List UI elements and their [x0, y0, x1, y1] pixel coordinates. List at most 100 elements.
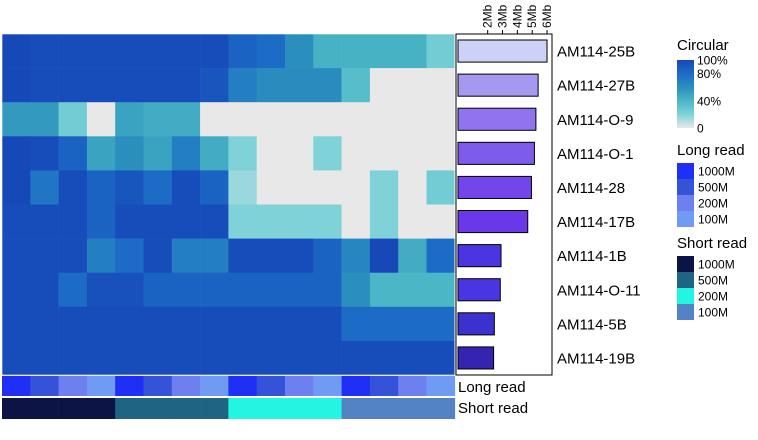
heatmap-cell: [171, 340, 201, 376]
heatmap-cell: [30, 340, 59, 376]
heatmap-cell: [200, 136, 229, 171]
heatmap-cell: [2, 204, 31, 239]
annotation-labels: Long read Short read: [458, 379, 528, 417]
heatmap-cell: [86, 136, 116, 171]
heatmap-cell: [369, 272, 399, 308]
heatmap-cell: [2, 34, 31, 69]
heatmap-cell: [2, 136, 31, 171]
long-read-cell: [426, 376, 456, 396]
heatmap-cell: [313, 170, 342, 205]
heatmap-cell: [115, 306, 144, 342]
genome-size-bar: [457, 73, 539, 97]
short-read-cell: [171, 398, 201, 419]
heatmap-cell: [200, 238, 229, 273]
long-read-cell: [86, 376, 116, 396]
heatmap-cell: [256, 68, 286, 103]
heatmap-cell: [2, 272, 31, 308]
heatmap-cell: [285, 136, 314, 171]
heatmap-cell: [58, 102, 88, 137]
heatmap-cell: [86, 272, 116, 308]
heatmap-cell: [228, 136, 257, 171]
legend-short-read: Short read 1000M 500M 200M 100M: [677, 235, 747, 320]
heatmap-cell: [143, 306, 173, 342]
row-label: AM114-28: [557, 180, 625, 197]
short-read-cell: [115, 398, 144, 419]
row-label: AM114-5B: [557, 316, 627, 333]
heatmap-cell: [398, 238, 427, 273]
row-label: AM114-17B: [557, 214, 635, 231]
long-read-cell: [228, 376, 257, 396]
heatmap-cell: [143, 238, 173, 273]
heatmap-cell: [115, 136, 144, 171]
heatmap-cell: [86, 170, 116, 205]
heatmap-cell: [341, 340, 371, 376]
short-read-cell: [228, 398, 257, 419]
heatmap-cell: [341, 68, 371, 103]
row-label: AM114-O-11: [557, 282, 641, 299]
genome-size-bar: [457, 39, 548, 63]
heatmap-cell: [115, 34, 144, 69]
heatmap-cell: [313, 34, 342, 69]
genome-size-bar: [457, 175, 532, 199]
long-read-cell: [143, 376, 173, 396]
heatmap-cell: [256, 34, 286, 69]
long-read-cell: [171, 376, 201, 396]
heatmap-cell: [115, 272, 144, 308]
heatmap-cell: [398, 136, 427, 171]
legend-long-read: Long read 1000M 500M 200M 100M: [677, 142, 745, 227]
heatmap-cell: [398, 68, 427, 103]
legend-short-read-swatch: [677, 272, 694, 288]
genome-size-bar: [457, 210, 529, 234]
heatmap-cell: [369, 204, 399, 239]
short-read-cell: [86, 398, 116, 419]
heatmap-cell: [2, 102, 31, 137]
heatmap-cell: [30, 170, 59, 205]
long-read-cell: [341, 376, 371, 396]
heatmap-cell: [398, 272, 427, 308]
heatmap-cell: [285, 170, 314, 205]
legend-circular-title: Circular: [677, 37, 729, 54]
legend-long-read-swatch: [677, 195, 694, 211]
heatmap-cell: [2, 170, 31, 205]
heatmap-cell: [369, 306, 399, 342]
heatmap-cell: [200, 272, 229, 308]
heatmap-cell: [115, 340, 144, 376]
heatmap-cell: [228, 102, 257, 137]
heatmap-cell: [285, 238, 314, 273]
long-read-cell: [58, 376, 88, 396]
legend-circular-tick-label: 100%: [697, 54, 728, 68]
heatmap-cell: [313, 306, 342, 342]
heatmap-cell: [341, 136, 371, 171]
legend-circular-ticks: 100%80% 40% 0: [694, 54, 728, 136]
heatmap-cell: [86, 102, 116, 137]
genome-size-bar-panel: 2Mb 3Mb 4Mb 5Mb 6Mb: [455, 4, 554, 376]
heatmap-cell: [256, 272, 286, 308]
heatmap-cell: [398, 34, 427, 69]
heatmap-frame: [1, 33, 456, 376]
heatmap-cell: [171, 170, 201, 205]
heatmap-cell: [30, 306, 59, 342]
long-read-cell: [256, 376, 286, 396]
heatmap-cell: [398, 170, 427, 205]
genome-size-bar: [457, 244, 502, 268]
heatmap-cell: [115, 204, 144, 239]
genome-size-bar: [457, 312, 495, 336]
heatmap-cell: [228, 34, 257, 69]
short-read-cell: [341, 398, 371, 419]
heatmap-cell: [426, 136, 456, 171]
legend-short-read-label: 100M: [698, 306, 728, 320]
bar-axis-tick-label: 2Mb: [481, 4, 495, 28]
heatmap-cell: [200, 34, 229, 69]
heatmap-cell: [426, 340, 456, 376]
legend-short-read-swatch: [677, 288, 694, 304]
legend-short-read-label: 1000M: [698, 258, 735, 272]
heatmap-cell: [58, 238, 88, 273]
legend-long-read-swatch: [677, 163, 694, 179]
heatmap-cell: [256, 204, 286, 239]
genome-size-bar: [457, 346, 495, 370]
heatmap-cell: [86, 68, 116, 103]
heatmap-cells: [1, 33, 456, 376]
legend-circular-gradient: [677, 60, 694, 128]
legend-circular-tick-label: 80%: [697, 67, 721, 81]
short-read-cell: [313, 398, 342, 419]
